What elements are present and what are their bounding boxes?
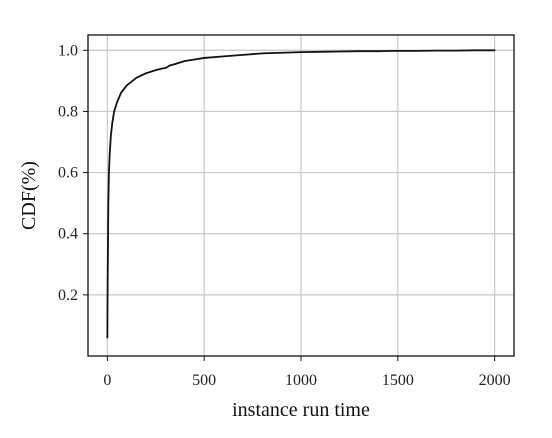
series-layer xyxy=(106,49,496,339)
x-tick-label: 1500 xyxy=(382,372,414,389)
grid-lines xyxy=(88,35,514,356)
x-tick-label: 500 xyxy=(192,372,216,389)
y-tick-label: 0.2 xyxy=(58,287,78,304)
y-axis-title: CDF(%) xyxy=(18,161,40,230)
x-tick-label: 2000 xyxy=(479,372,511,389)
y-tick-label: 0.8 xyxy=(58,103,78,120)
tick-labels: 0 500 1000 1500 2000 0.2 0.4 0.6 0.8 1.0 xyxy=(58,42,511,389)
plot-frame xyxy=(87,34,515,357)
cdf-line xyxy=(106,49,496,339)
y-tick-label: 0.4 xyxy=(58,226,78,243)
x-axis-title: instance run time xyxy=(232,399,370,421)
axes-frame xyxy=(83,34,515,361)
x-tick-label: 1000 xyxy=(285,372,317,389)
y-tick-label: 1.0 xyxy=(58,42,78,59)
x-tick-label: 0 xyxy=(103,372,111,389)
y-tick-label: 0.6 xyxy=(58,165,78,182)
